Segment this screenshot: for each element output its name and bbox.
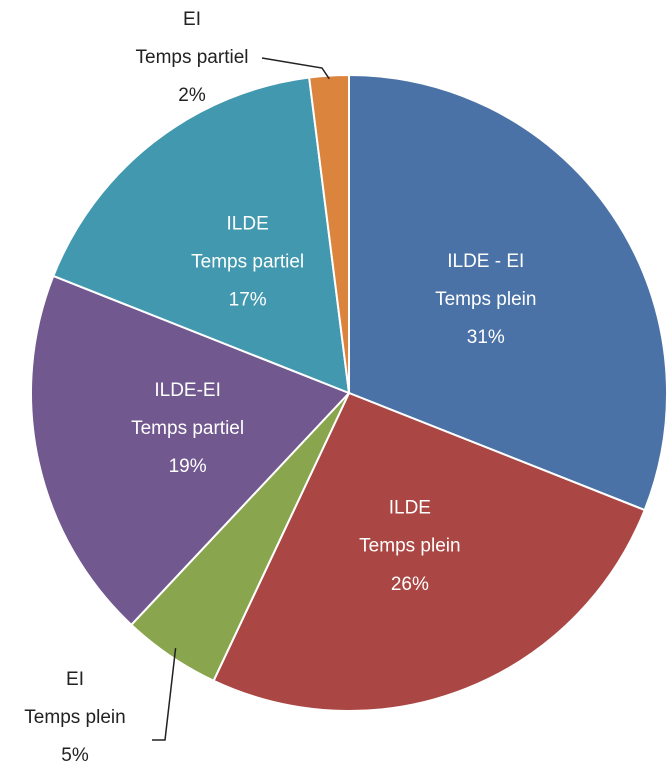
pie-slice [308, 73, 350, 394]
value-label: 26% [391, 574, 429, 595]
slice-label: ILDE Temps partiel [191, 213, 304, 272]
slice-label-line: Temps plein [359, 536, 460, 557]
pie-slice [30, 274, 351, 627]
value-label: 5% [61, 745, 89, 766]
value-label: 2% [178, 85, 206, 106]
value-label: 17% [229, 289, 267, 310]
slice-label-line: EI [66, 669, 84, 690]
pie-slice [348, 73, 667, 512]
slice-label-line: Temps plein [24, 707, 125, 728]
slice-label: ILDE - EI Temps plein [435, 251, 536, 310]
leader-line [261, 57, 330, 80]
slice-label: ILDE Temps plein [359, 498, 460, 557]
leader-line [152, 648, 177, 741]
slice-label-line: ILDE-EI [154, 380, 221, 401]
slice-label-line: ILDE [389, 498, 431, 519]
slice-label: EI Temps plein [24, 669, 125, 728]
slice-label-line: ILDE - EI [447, 251, 524, 272]
value-label: 31% [467, 327, 505, 348]
slice-label-line: EI [183, 9, 201, 30]
slice-label-line: Temps partiel [131, 418, 244, 439]
slice-label: ILDE-EI Temps partiel [131, 380, 244, 439]
pie-slice [52, 76, 351, 395]
slice-label-line: ILDE [227, 213, 269, 234]
slice-label-line: Temps partiel [191, 251, 304, 272]
slice-label-line: Temps plein [435, 289, 536, 310]
slice-label-line: Temps partiel [136, 47, 249, 68]
value-label: 19% [169, 456, 207, 477]
slice-label: EI Temps partiel [136, 9, 249, 68]
pie-slice [212, 391, 646, 712]
